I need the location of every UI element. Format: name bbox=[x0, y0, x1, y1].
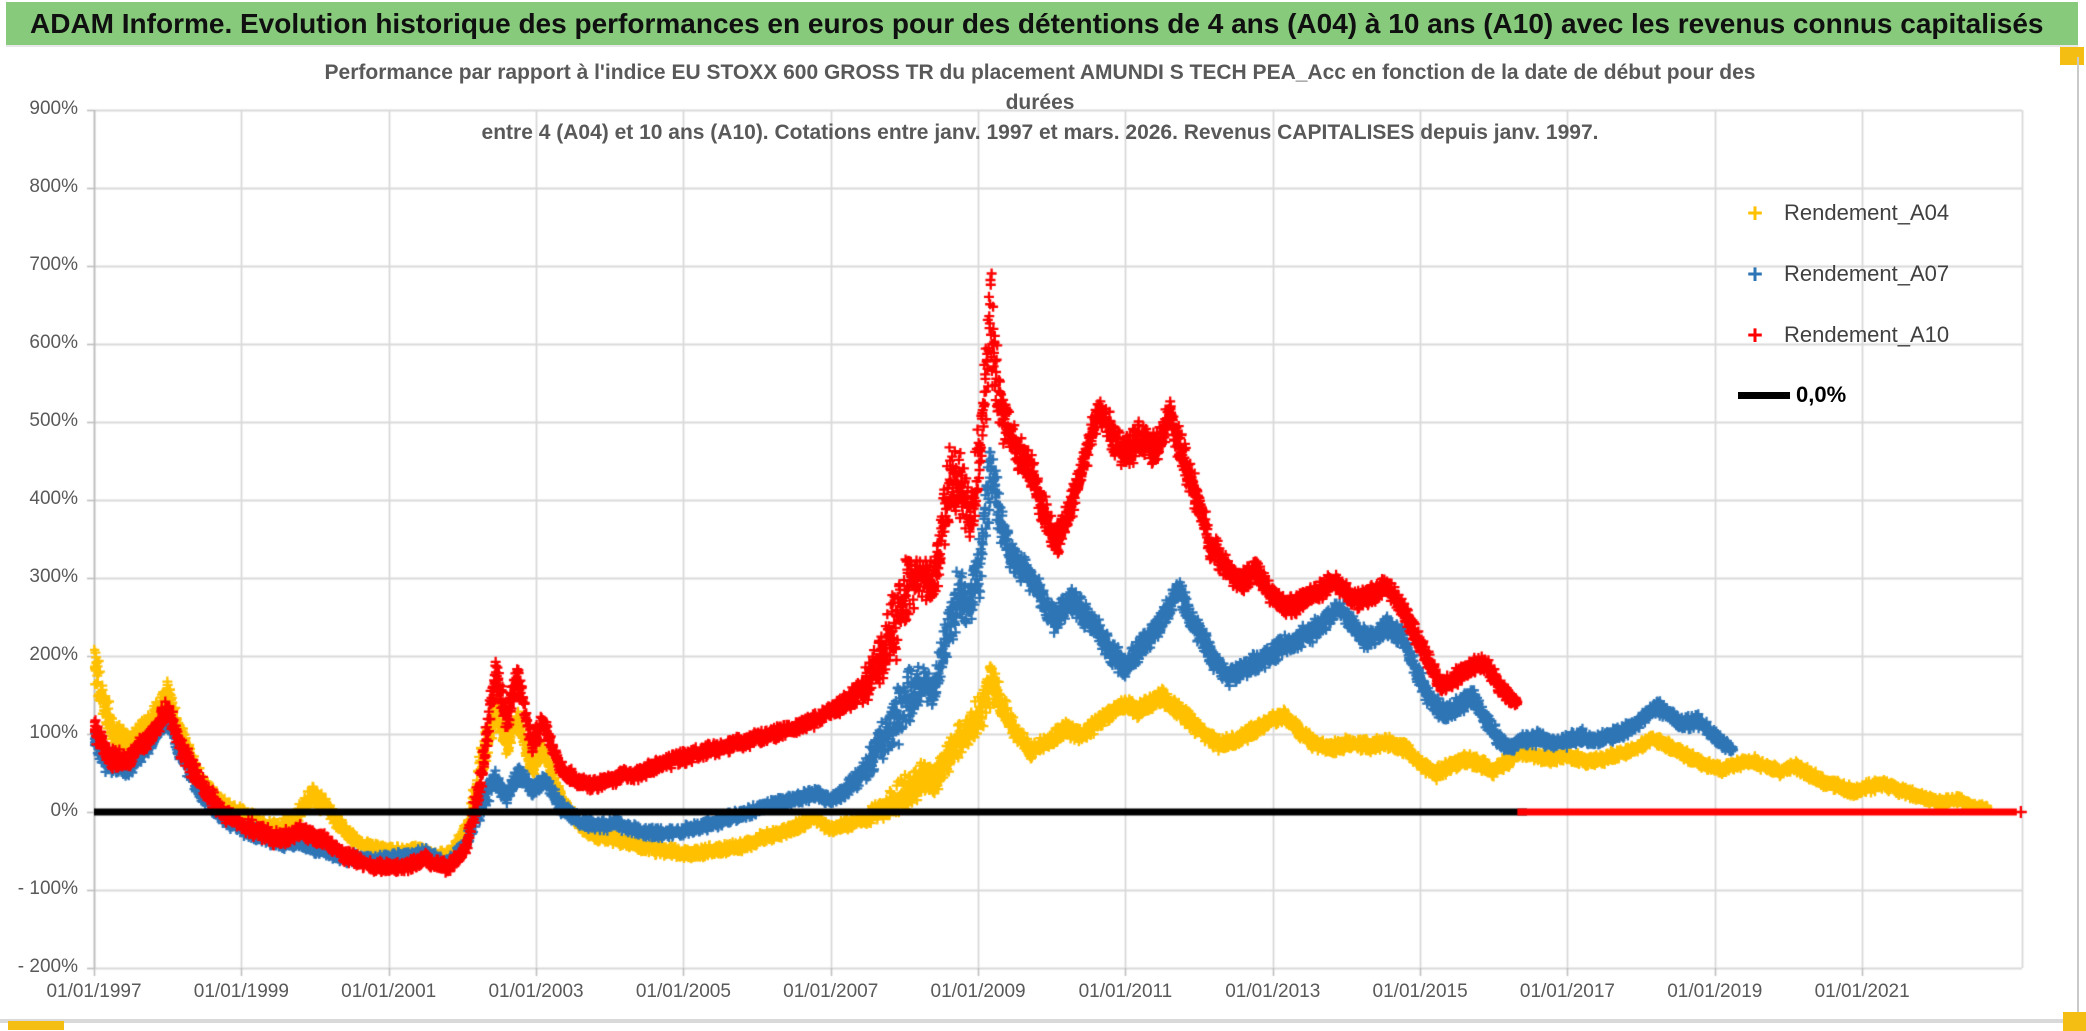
x-tick-label: 01/01/1999 bbox=[193, 981, 289, 1002]
x-tick-label: 01/01/2017 bbox=[1519, 981, 1615, 1002]
y-tick-label: 200% bbox=[29, 644, 78, 665]
legend-item-rendement-a04[interactable]: + Rendement_A04 bbox=[1734, 196, 1949, 230]
y-tick-label: 100% bbox=[29, 722, 78, 743]
y-tick-label: 300% bbox=[29, 566, 78, 587]
legend-item-rendement-a10[interactable]: + Rendement_A10 bbox=[1734, 318, 1949, 352]
y-tick-label: 800% bbox=[29, 176, 78, 197]
chart-title-line-1: Performance par rapport à l'indice EU ST… bbox=[324, 61, 1756, 84]
y-tick-label: - 100% bbox=[17, 878, 78, 899]
y-tick-label: 900% bbox=[29, 98, 78, 119]
plus-marker-icon: + bbox=[1747, 198, 1763, 228]
x-tick-label: 01/01/2001 bbox=[341, 981, 437, 1002]
plus-marker-icon: + bbox=[1747, 320, 1763, 350]
chart-title-line-2: durées bbox=[1005, 91, 1075, 114]
legend-item-zero-line[interactable]: 0,0% bbox=[1738, 378, 1846, 412]
x-tick-label: 01/01/2015 bbox=[1372, 981, 1468, 1002]
x-tick-label: 01/01/2003 bbox=[488, 981, 584, 1002]
x-tick-label: 01/01/2005 bbox=[635, 981, 731, 1002]
y-tick-label: 600% bbox=[29, 332, 78, 353]
x-tick-label: 01/01/2007 bbox=[783, 981, 879, 1002]
y-tick-label: 700% bbox=[29, 254, 78, 275]
y-tick-label: 500% bbox=[29, 410, 78, 431]
line-swatch-icon bbox=[1738, 391, 1790, 399]
legend-label: 0,0% bbox=[1796, 382, 1847, 407]
legend-label: Rendement_A04 bbox=[1784, 200, 1950, 225]
chart-title-line-3: entre 4 (A04) et 10 ans (A10). Cotations… bbox=[481, 121, 1599, 144]
x-tick-label: 01/01/1997 bbox=[46, 981, 142, 1002]
x-tick-label: 01/01/2021 bbox=[1814, 981, 1910, 1002]
y-tick-label: 0% bbox=[50, 800, 78, 821]
x-tick-label: 01/01/2009 bbox=[930, 981, 1026, 1002]
legend-label: Rendement_A10 bbox=[1784, 322, 1950, 347]
chart-title: Performance par rapport à l'indice EU ST… bbox=[180, 58, 1900, 148]
x-tick-label: 01/01/2011 bbox=[1078, 981, 1173, 1002]
x-tick-label: 01/01/2013 bbox=[1225, 981, 1321, 1002]
x-tick-label: 01/01/2019 bbox=[1667, 981, 1763, 1002]
y-tick-label: - 200% bbox=[17, 956, 78, 977]
plus-marker-icon: + bbox=[1747, 259, 1763, 289]
legend-label: Rendement_A07 bbox=[1784, 261, 1950, 286]
y-tick-label: 400% bbox=[29, 488, 78, 509]
legend-item-rendement-a07[interactable]: + Rendement_A07 bbox=[1734, 257, 1949, 291]
